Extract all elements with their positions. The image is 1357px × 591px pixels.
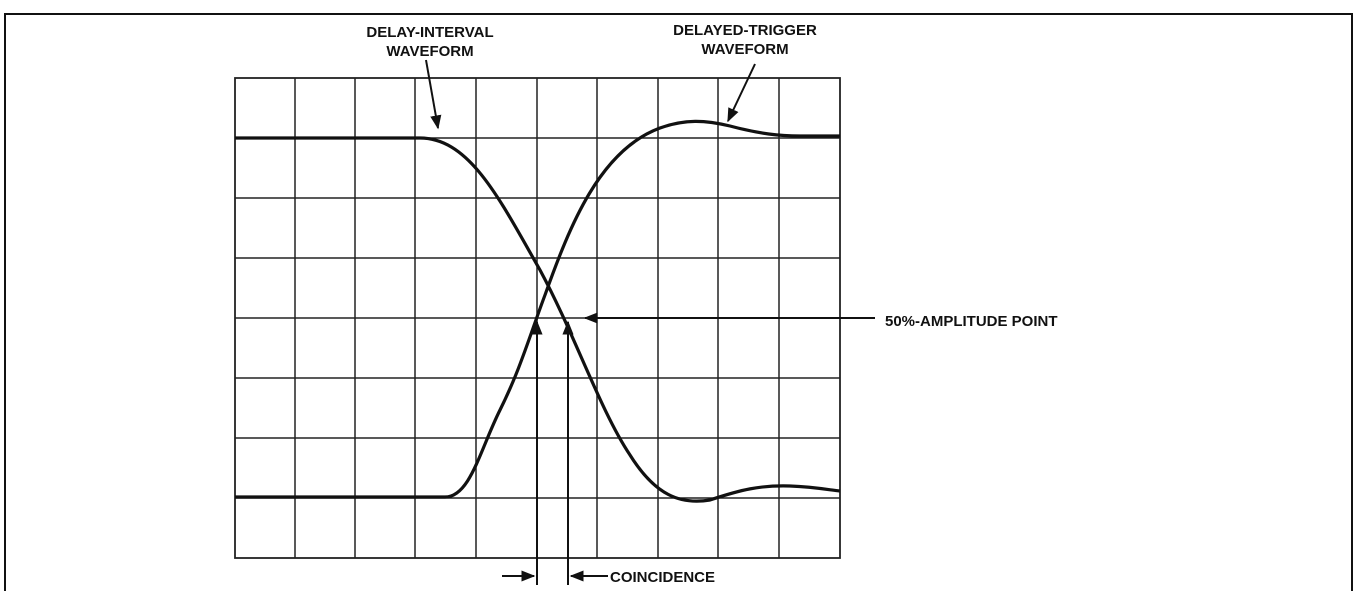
delayed-trigger-waveform [235,119,840,499]
label: WAVEFORM [386,43,473,60]
frame [4,13,1353,591]
label: DELAYED-TRIGGER [673,22,817,39]
label: COINCIDENCE [610,569,715,586]
label: WAVEFORM [701,41,788,58]
pointer [425,59,442,130]
pointer [727,63,756,123]
label: 50%-AMPLITUDE POINT [885,313,1058,330]
label: DELAY-INTERVAL [366,24,493,41]
delay-interval-waveform [235,136,841,503]
